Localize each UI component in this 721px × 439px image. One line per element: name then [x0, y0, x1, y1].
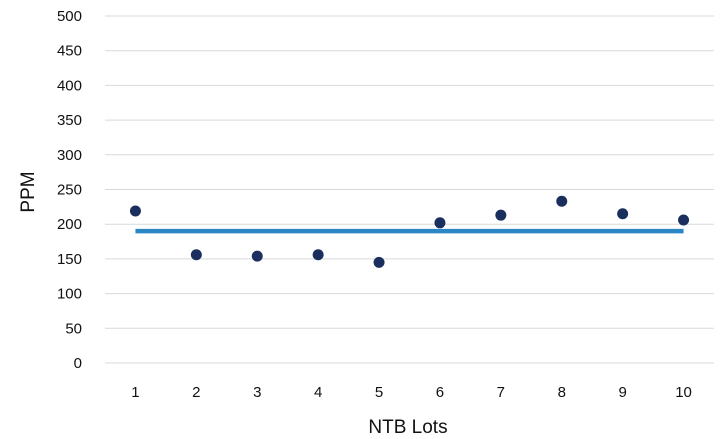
- y-tick-label: 400: [57, 77, 82, 94]
- x-tick-label: 10: [675, 384, 692, 401]
- gridlines: [105, 15, 714, 364]
- x-tick-label: 5: [375, 384, 383, 401]
- y-axis-ticks: 0 50 100 150 200 250 300 350 400 450 500: [57, 8, 82, 372]
- x-axis-title: NTB Lots: [368, 417, 447, 438]
- y-axis-title: PPM: [18, 171, 39, 212]
- x-tick-label: 7: [497, 384, 505, 401]
- y-tick-label: 50: [65, 320, 82, 337]
- data-point: [190, 249, 202, 261]
- x-tick-label: 6: [436, 384, 444, 401]
- y-tick-label: 0: [74, 355, 82, 372]
- data-point: [251, 250, 263, 262]
- y-tick-label: 350: [57, 112, 82, 129]
- data-point: [617, 208, 629, 220]
- data-point: [373, 256, 385, 268]
- x-tick-label: 3: [253, 384, 261, 401]
- y-tick-label: 500: [57, 8, 82, 25]
- y-tick-label: 200: [57, 216, 82, 233]
- data-point: [556, 195, 568, 207]
- y-tick-label: 100: [57, 286, 82, 303]
- y-tick-label: 250: [57, 182, 82, 199]
- x-tick-label: 8: [558, 384, 566, 401]
- data-point: [495, 209, 507, 221]
- y-tick-label: 150: [57, 251, 82, 268]
- x-tick-label: 1: [131, 384, 139, 401]
- data-point: [312, 249, 324, 261]
- x-tick-label: 4: [314, 384, 322, 401]
- x-tick-label: 9: [618, 384, 626, 401]
- data-point: [434, 217, 446, 229]
- data-point: [678, 214, 690, 226]
- y-tick-label: 450: [57, 43, 82, 60]
- series-layer: [129, 195, 690, 268]
- data-point: [129, 205, 141, 217]
- y-tick-label: 300: [57, 147, 82, 164]
- x-axis-ticks: 1 2 3 4 5 6 7 8 9 10: [131, 384, 692, 401]
- x-tick-label: 2: [192, 384, 200, 401]
